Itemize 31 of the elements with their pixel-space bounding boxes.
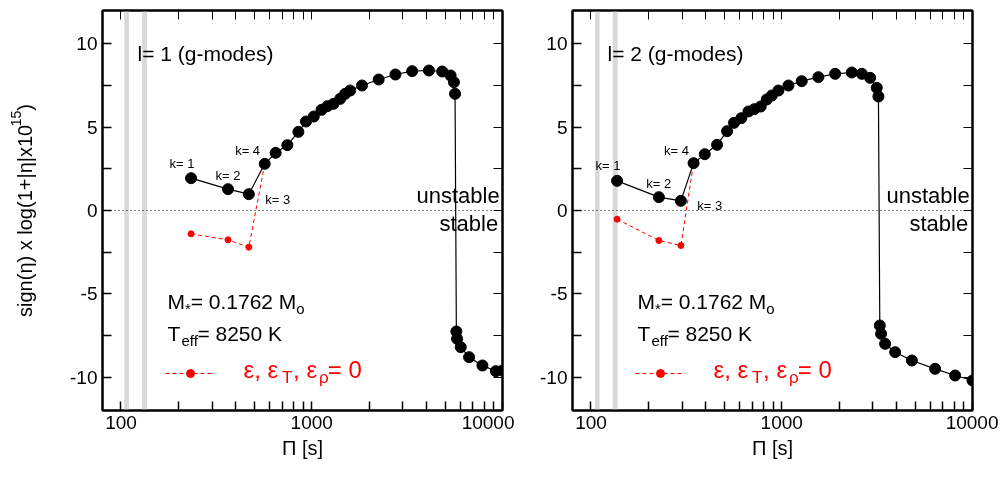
- annotation: k= 2: [215, 167, 241, 183]
- annotation: k= 1: [169, 155, 195, 171]
- y-tick-label: 10: [76, 33, 98, 55]
- y-tick-label: -10: [70, 366, 98, 388]
- x-tick-label: 100: [105, 411, 137, 433]
- x-axis-title: Π [s]: [281, 436, 324, 459]
- x-tick-label: 10000: [945, 411, 999, 433]
- x-tick-label: 1000: [290, 411, 333, 433]
- y-tick-label: -5: [80, 283, 98, 305]
- y-tick-label: 0: [86, 200, 98, 221]
- annotation: k= 1: [595, 158, 621, 174]
- text: l= 1 (g-modes): [137, 42, 274, 65]
- annotation: k= 2: [646, 175, 672, 191]
- y-tick-label: 10: [546, 33, 568, 55]
- text: l= 2 (g-modes): [607, 42, 744, 65]
- annotation: k= 3: [697, 198, 723, 214]
- y-tick-label: 5: [86, 116, 98, 138]
- x-axis-title: Π [s]: [751, 436, 794, 459]
- annotation: k= 4: [235, 143, 261, 159]
- annotation: k= 3: [265, 191, 291, 207]
- annotation: stable: [909, 211, 969, 236]
- y-tick-label: -10: [540, 366, 568, 388]
- annotation: k= 4: [663, 142, 689, 158]
- y-axis-title: sign(η) x log(1+|η|x1015): [7, 103, 36, 317]
- annotation: unstable: [886, 183, 970, 208]
- y-tick-label: -5: [550, 283, 568, 305]
- x-tick-label: 1000: [760, 411, 803, 433]
- x-tick-label: 100: [575, 411, 607, 433]
- y-tick-label: 0: [556, 200, 568, 221]
- y-tick-label: 5: [556, 116, 568, 138]
- x-tick-label: 10000: [461, 411, 515, 433]
